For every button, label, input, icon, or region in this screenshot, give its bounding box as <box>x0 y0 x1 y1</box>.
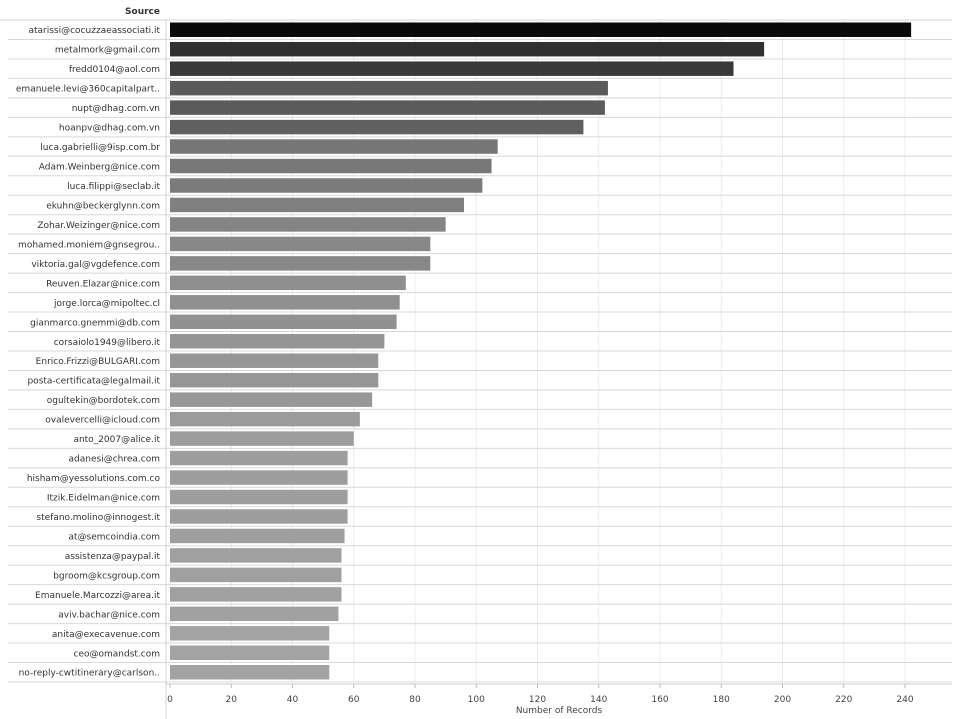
x-tick-label: 120 <box>529 695 546 705</box>
bar <box>170 334 385 349</box>
category-label: hoanpv@dhag.com.vn <box>59 124 160 134</box>
category-label: Adam.Weinberg@nice.com <box>39 163 160 173</box>
category-label: nupt@dhag.com.vn <box>72 104 160 114</box>
bar <box>170 41 765 57</box>
bar <box>170 626 330 641</box>
row-header: Source <box>125 7 160 17</box>
x-tick-label: 200 <box>774 695 791 705</box>
bar <box>170 489 348 505</box>
category-label: Zohar.Weizinger@nice.com <box>37 221 160 231</box>
category-label: assistenza@paypal.it <box>65 552 161 562</box>
bar <box>170 295 400 310</box>
category-label: Reuven.Elazar@nice.com <box>46 279 160 289</box>
bar <box>170 197 464 213</box>
category-label: ovalevercelli@icloud.com <box>45 416 160 426</box>
category-label: bgroom@kcsgroup.com <box>53 571 160 581</box>
category-label: Enrico.Frizzi@BULGARI.com <box>36 357 160 367</box>
bar <box>170 411 360 427</box>
x-tick-label: 60 <box>348 695 360 705</box>
bar <box>170 80 608 96</box>
category-label: jorge.lorca@mipoltec.cl <box>53 299 160 309</box>
category-label: stefano.molino@innogest.it <box>36 513 160 523</box>
category-label: hisham@yessolutions.com.co <box>27 474 161 484</box>
x-tick-label: 160 <box>651 695 668 705</box>
category-label: luca.filippi@seclab.it <box>67 182 160 192</box>
bar <box>170 22 912 37</box>
bar <box>170 158 492 174</box>
x-tick-label: 40 <box>287 695 299 705</box>
category-label: corsaiolo1949@libero.it <box>54 338 161 348</box>
category-label: posta-certificata@legalmail.it <box>27 377 160 387</box>
category-label: aviv.bachar@nice.com <box>58 610 160 620</box>
category-label: gianmarco.gnemmi@db.com <box>30 318 160 328</box>
x-tick-label: 180 <box>713 695 730 705</box>
category-label: Emanuele.Marcozzi@area.it <box>35 591 160 601</box>
category-label: emanuele.levi@360capitalpart.. <box>16 85 160 95</box>
bar <box>170 548 342 563</box>
bar <box>170 178 483 193</box>
bar <box>170 61 734 76</box>
bar <box>170 139 498 154</box>
x-tick-label: 0 <box>167 695 173 705</box>
bar <box>170 567 342 583</box>
x-tick-label: 20 <box>226 695 238 705</box>
bar <box>170 372 379 388</box>
rows-layer: atarissi@cocuzzaeassociati.it metalmork@g… <box>0 19 952 683</box>
x-tick-label: 220 <box>835 695 852 705</box>
bar <box>170 392 373 407</box>
bar <box>170 587 342 602</box>
category-label: ekuhn@beckerglynn.com <box>46 201 160 211</box>
category-label: adanesi@chrea.com <box>69 455 160 465</box>
bar <box>170 450 348 466</box>
x-tick-label: 80 <box>409 695 421 705</box>
category-label: no-reply-cwtitinerary@carlson.. <box>19 669 160 679</box>
bar <box>170 665 330 680</box>
category-label: ogultekin@bordotek.com <box>47 396 160 406</box>
x-tick-label: 240 <box>896 695 913 705</box>
category-label: anita@execavenue.com <box>52 630 160 640</box>
category-label: fredd0104@aol.com <box>69 65 160 75</box>
category-label: at@semcoindia.com <box>68 532 160 542</box>
bar <box>170 119 584 135</box>
category-label: luca.gabrielli@9isp.com.br <box>40 143 160 153</box>
bar <box>170 470 348 485</box>
category-label: metalmork@gmail.com <box>55 46 160 56</box>
category-label: mohamed.moniem@gnsegrou.. <box>18 240 160 250</box>
bar <box>170 528 345 544</box>
category-label: viktoria.gal@vgdefence.com <box>31 260 160 270</box>
bar <box>170 314 397 330</box>
bar <box>170 256 431 271</box>
bar <box>170 353 379 368</box>
bar <box>170 236 431 252</box>
category-label: Itzik.Eidelman@nice.com <box>47 494 160 504</box>
bar <box>170 606 339 622</box>
category-label: atarissi@cocuzzaeassociati.it <box>28 26 160 36</box>
x-axis-label: Number of Records <box>516 706 603 716</box>
bar <box>170 431 354 446</box>
bar <box>170 100 605 115</box>
category-label: anto_2007@alice.it <box>73 435 160 445</box>
bar <box>170 275 406 291</box>
bar <box>170 509 348 524</box>
x-axis: 0 20 40 60 80 100 120 140 160 180 200 220 240 <box>165 20 952 719</box>
bar <box>170 217 446 232</box>
bar <box>170 645 330 661</box>
x-tick-label: 100 <box>468 695 485 705</box>
category-label: ceo@omandst.com <box>74 649 161 659</box>
x-tick-label: 140 <box>590 695 607 705</box>
